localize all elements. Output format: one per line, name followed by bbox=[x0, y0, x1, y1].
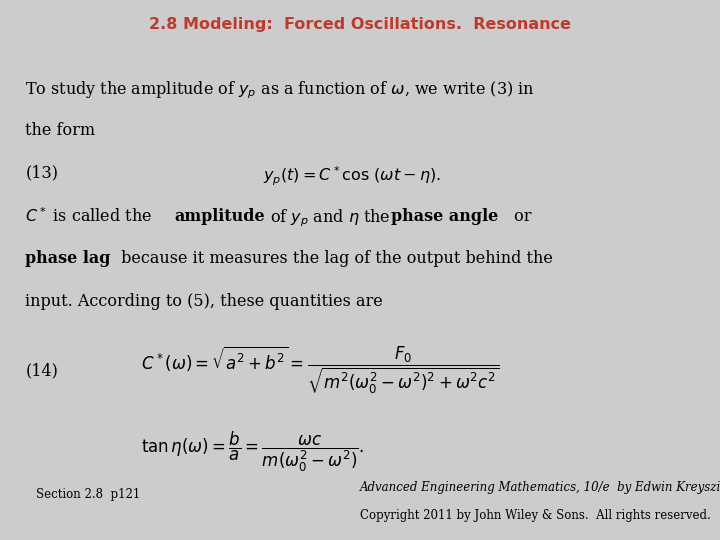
Text: input. According to (5), these quantities are: input. According to (5), these quantitie… bbox=[25, 293, 383, 310]
Text: amplitude: amplitude bbox=[175, 207, 266, 225]
Text: To study the amplitude of $y_p$ as a function of $\omega$, we write (3) in: To study the amplitude of $y_p$ as a fun… bbox=[25, 79, 535, 101]
Text: Section 2.8  p121: Section 2.8 p121 bbox=[36, 488, 140, 501]
Text: because it measures the lag of the output behind the: because it measures the lag of the outpu… bbox=[116, 251, 553, 267]
Text: Advanced Engineering Mathematics, 10/e  by Edwin Kreyszig: Advanced Engineering Mathematics, 10/e b… bbox=[360, 481, 720, 494]
Text: $y_p(t) = C^*\cos\,(\omega t - \eta).$: $y_p(t) = C^*\cos\,(\omega t - \eta).$ bbox=[263, 165, 441, 188]
Text: phase lag: phase lag bbox=[25, 251, 111, 267]
Text: $C^*$ is called the: $C^*$ is called the bbox=[25, 207, 153, 226]
Text: 2.8 Modeling:  Forced Oscillations.  Resonance: 2.8 Modeling: Forced Oscillations. Reson… bbox=[149, 17, 571, 32]
Text: $C^*(\omega) = \sqrt{a^2 + b^2} = \dfrac{F_0}{\sqrt{m^2(\omega_0^{2}-\omega^2)^2: $C^*(\omega) = \sqrt{a^2 + b^2} = \dfrac… bbox=[142, 345, 500, 396]
Text: (13): (13) bbox=[25, 165, 58, 182]
Text: Copyright 2011 by John Wiley & Sons.  All rights reserved.: Copyright 2011 by John Wiley & Sons. All… bbox=[360, 509, 711, 522]
Text: (14): (14) bbox=[25, 362, 58, 379]
Text: the form: the form bbox=[25, 122, 96, 139]
Text: or: or bbox=[509, 207, 531, 225]
Text: phase angle: phase angle bbox=[391, 207, 498, 225]
Text: $\tan\eta(\omega) = \dfrac{b}{a} = \dfrac{\omega c}{m(\omega_0^{2}-\omega^2)}.$: $\tan\eta(\omega) = \dfrac{b}{a} = \dfra… bbox=[142, 430, 365, 474]
Text: of $y_p$ and $\eta$ the: of $y_p$ and $\eta$ the bbox=[265, 207, 392, 229]
